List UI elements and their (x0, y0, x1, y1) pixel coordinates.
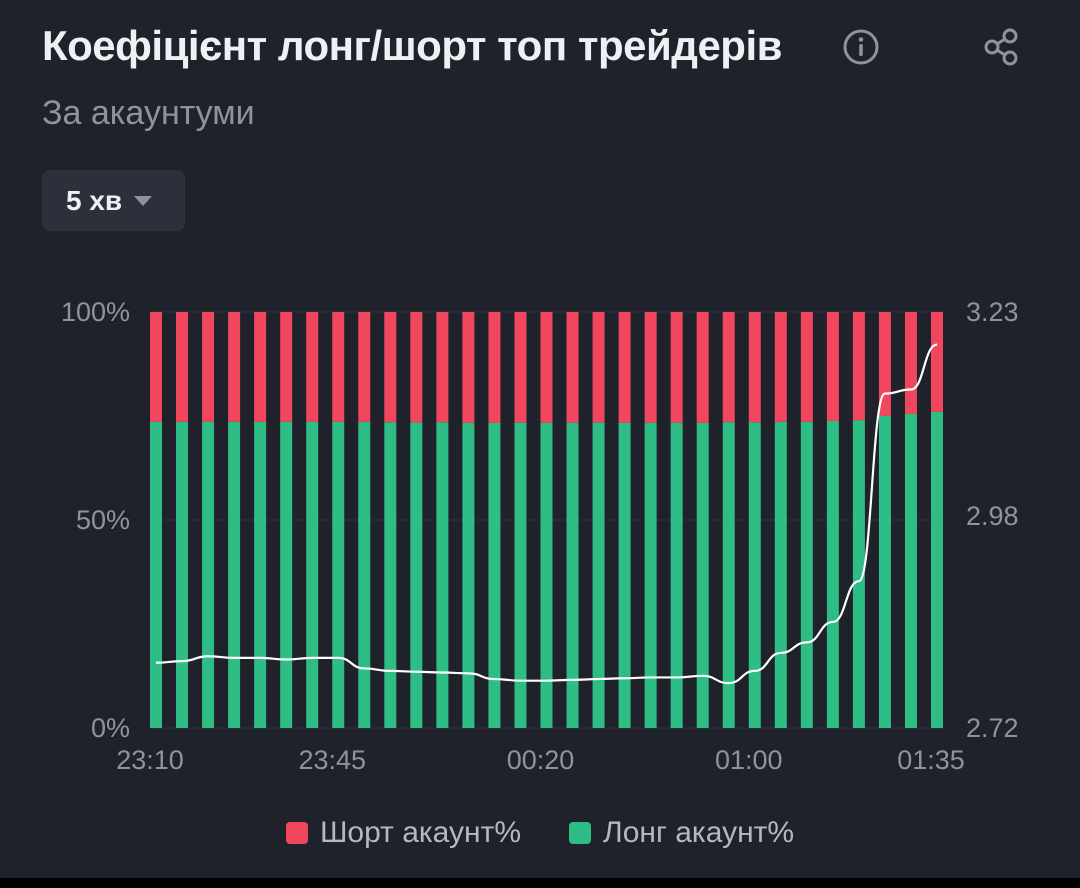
bottom-edge (0, 878, 1080, 888)
right-axis-tick: 2.98 (966, 501, 1019, 531)
info-icon[interactable] (842, 28, 880, 66)
bar-short[interactable] (306, 312, 319, 422)
chart-legend: Шорт акаунт% Лонг акаунт% (0, 816, 1080, 850)
bar-short[interactable] (748, 312, 761, 423)
page-title: Коефіцієнт лонг/шорт топ трейдерів (42, 22, 782, 69)
bar-long[interactable] (878, 416, 891, 728)
bar-long[interactable] (436, 422, 449, 728)
ratio-line (155, 343, 938, 685)
x-axis-tick: 23:45 (298, 745, 366, 775)
bar-long[interactable] (384, 422, 397, 728)
bar-long[interactable] (722, 422, 735, 728)
bar-long[interactable] (254, 421, 267, 728)
bar-short[interactable] (332, 312, 345, 422)
legend-swatch-short (285, 822, 308, 844)
bar-short[interactable] (904, 312, 917, 414)
bar-long[interactable] (566, 422, 579, 728)
chart-subtitle: За акаунтуми (42, 94, 255, 132)
bar-short[interactable] (462, 312, 475, 423)
bar-short[interactable] (774, 312, 787, 422)
bar-short[interactable] (280, 312, 293, 422)
bar-long[interactable] (644, 422, 657, 728)
bar-long[interactable] (670, 422, 683, 728)
bar-short[interactable] (540, 312, 553, 423)
bar-short[interactable] (800, 312, 813, 422)
bar-long[interactable] (931, 411, 943, 728)
bar-long[interactable] (332, 421, 345, 728)
bar-short[interactable] (566, 312, 579, 423)
legend-item-short[interactable]: Шорт акаунт% (285, 816, 522, 850)
bar-short[interactable] (436, 312, 449, 423)
caret-down-icon (134, 195, 153, 206)
bar-long[interactable] (228, 421, 241, 728)
bar-long[interactable] (488, 422, 501, 728)
interval-dropdown[interactable]: 5 хв (42, 170, 185, 231)
bar-short[interactable] (384, 312, 397, 423)
bar-long[interactable] (826, 420, 839, 728)
bar-short[interactable] (254, 312, 267, 422)
bar-long[interactable] (774, 421, 787, 728)
bar-long[interactable] (202, 421, 215, 728)
legend-label-short: Шорт акаунт% (319, 816, 522, 849)
bar-short[interactable] (644, 312, 657, 423)
bar-long[interactable] (358, 421, 371, 728)
x-axis-tick: 01:35 (897, 745, 965, 775)
bar-long[interactable] (592, 422, 605, 728)
share-icon[interactable] (980, 26, 1022, 68)
bar-long[interactable] (618, 422, 631, 728)
bar-short[interactable] (592, 312, 605, 423)
bar-long[interactable] (306, 421, 319, 728)
left-axis-tick: 50% (76, 505, 130, 535)
bar-short[interactable] (176, 312, 189, 422)
bar-short[interactable] (202, 312, 215, 422)
legend-swatch-long (569, 822, 592, 844)
left-axis-tick: 0% (91, 713, 130, 743)
legend-label-long: Лонг акаунт% (603, 816, 795, 849)
right-axis-tick: 3.23 (966, 297, 1019, 327)
bar-long[interactable] (514, 422, 527, 728)
interval-label: 5 хв (66, 184, 123, 216)
bar-short[interactable] (618, 312, 631, 423)
bar-short[interactable] (410, 312, 423, 423)
bar-short[interactable] (670, 312, 683, 423)
bar-long[interactable] (540, 422, 553, 728)
bar-long[interactable] (852, 420, 865, 728)
x-axis-tick: 01:00 (715, 745, 783, 775)
bar-short[interactable] (878, 312, 891, 416)
right-axis-tick: 2.72 (966, 713, 1019, 743)
bar-short[interactable] (931, 312, 943, 412)
long-short-chart: 0% 50% 100% 2.72 2.98 3.23 23:10 23:45 00:20 01:0… (61, 297, 1019, 775)
legend-item-long[interactable]: Лонг акаунт% (569, 816, 794, 850)
x-axis-tick: 00:20 (507, 745, 575, 775)
bar-long[interactable] (150, 421, 162, 728)
x-axis-tick: 23:10 (116, 745, 184, 775)
bar-long[interactable] (410, 422, 423, 728)
bar-short[interactable] (514, 312, 527, 423)
bar-long[interactable] (280, 421, 293, 728)
bar-short[interactable] (722, 312, 735, 423)
bar-short[interactable] (696, 312, 709, 423)
left-axis-tick: 100% (61, 297, 130, 327)
bar-long[interactable] (800, 421, 813, 728)
bar-short[interactable] (826, 312, 839, 421)
bar-long[interactable] (176, 421, 189, 728)
bar-short[interactable] (488, 312, 501, 423)
bar-short[interactable] (150, 312, 162, 422)
bar-long[interactable] (696, 422, 709, 728)
bar-short[interactable] (228, 312, 241, 422)
bar-short[interactable] (852, 312, 865, 421)
bar-long[interactable] (462, 422, 475, 728)
bar-long[interactable] (904, 413, 917, 728)
bar-long[interactable] (748, 422, 761, 728)
bar-short[interactable] (358, 312, 371, 422)
